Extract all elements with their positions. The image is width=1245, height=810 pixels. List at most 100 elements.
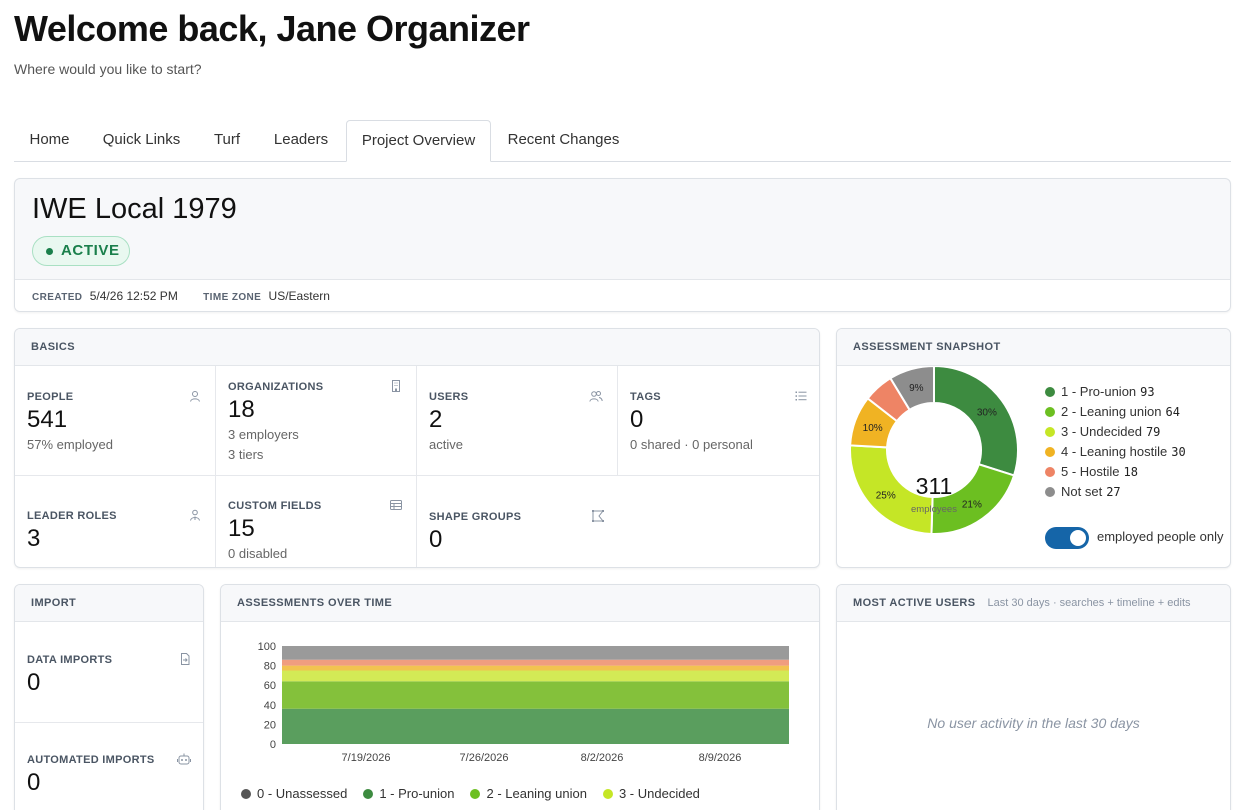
area-chart: 0 20 40 60 80 100 7/19/2026 7/26/2026 8/2/2026 8/… <box>258 641 789 764</box>
project-meta: CREATED 5/4/26 12:52 PM TIME ZONE US/Eas… <box>15 279 1230 311</box>
stat-label: PEOPLE <box>27 391 74 403</box>
timezone-value: US/Eastern <box>268 289 330 303</box>
tab-quick-links[interactable]: Quick Links <box>102 131 181 148</box>
stat-sub: active <box>429 437 463 452</box>
stat-value: 3 <box>27 525 41 552</box>
shape-icon <box>592 510 604 522</box>
stat-label: AUTOMATED IMPORTS <box>27 754 155 766</box>
legend-count: 27 <box>1106 485 1121 499</box>
tab-home[interactable]: Home <box>29 131 70 148</box>
stat-label: CUSTOM FIELDS <box>228 500 322 512</box>
stat-data-imports[interactable]: DATA IMPORTS 0 <box>15 622 203 723</box>
leader-icon <box>190 509 200 521</box>
building-icon <box>392 380 400 392</box>
aot-header: ASSESSMENTS OVER TIME <box>221 585 819 622</box>
chart-legend-item[interactable]: 2 - Leaning union <box>470 786 587 801</box>
stat-sub: 3 employers <box>228 427 299 442</box>
status-dot-icon <box>46 248 53 255</box>
stat-value: 541 <box>27 406 68 433</box>
y-tick-label: 60 <box>264 680 276 692</box>
legend-item[interactable]: 2 - Leaning union 64 <box>1045 404 1180 419</box>
legend-dot-icon <box>241 789 251 799</box>
legend-dot-icon <box>1045 387 1055 397</box>
stat-value: 0 <box>429 526 443 553</box>
legend-count: 30 <box>1171 445 1186 459</box>
legend-item[interactable]: Not set 27 <box>1045 484 1121 499</box>
legend-dot-icon <box>1045 487 1055 497</box>
area-band[interactable] <box>282 681 789 709</box>
status-text: ACTIVE <box>61 242 120 259</box>
legend-label: 1 - Pro-union <box>1061 384 1137 399</box>
stat-organizations[interactable]: ORGANIZATIONS 18 3 employers 3 tiers <box>216 366 417 476</box>
stat-people[interactable]: PEOPLE 541 57% employed <box>15 366 216 476</box>
area-band[interactable] <box>282 665 789 671</box>
stat-users[interactable]: USERS 2 active <box>417 366 618 476</box>
page-subtitle: Where would you like to start? <box>14 61 202 77</box>
toggle-knob <box>1070 530 1086 546</box>
chart-legend-item[interactable]: 1 - Pro-union <box>363 786 454 801</box>
users-icon <box>589 391 603 402</box>
stat-label: TAGS <box>630 391 661 403</box>
employed-only-toggle[interactable] <box>1045 527 1089 549</box>
legend-label: 2 - Leaning union <box>486 786 587 801</box>
tab-recent-changes[interactable]: Recent Changes <box>507 131 620 148</box>
created-value: 5/4/26 12:52 PM <box>89 289 178 303</box>
area-band[interactable] <box>282 670 789 682</box>
stat-custom-fields[interactable]: CUSTOM FIELDS 15 0 disabled <box>216 476 417 567</box>
assessment-snapshot-card: ASSESSMENT SNAPSHOT 30% 21% 25% 10% 9% 311 e… <box>836 328 1231 568</box>
project-name: IWE Local 1979 <box>32 193 237 225</box>
project-card: IWE Local 1979 ACTIVE CREATED 5/4/26 12:… <box>14 178 1231 312</box>
donut-slice[interactable] <box>933 366 1019 477</box>
stat-value: 15 <box>228 515 255 542</box>
chart-legend-item[interactable]: 3 - Undecided <box>602 786 700 801</box>
y-tick-label: 100 <box>258 641 276 653</box>
donut-slice[interactable] <box>889 366 935 412</box>
area-band[interactable] <box>282 646 789 660</box>
area-band[interactable] <box>282 708 789 744</box>
snapshot-header: ASSESSMENT SNAPSHOT <box>837 329 1230 366</box>
legend-item[interactable]: 5 - Hostile 18 <box>1045 464 1138 479</box>
toggle-label: employed people only <box>1097 529 1224 544</box>
legend-item[interactable]: 1 - Pro-union 93 <box>1045 384 1155 399</box>
stat-label: SHAPE GROUPS <box>429 511 522 523</box>
tab-leaders[interactable]: Leaders <box>273 131 329 148</box>
legend-item[interactable]: 4 - Leaning hostile 30 <box>1045 444 1186 459</box>
stat-shape-groups[interactable]: SHAPE GROUPS 0 <box>417 476 618 567</box>
stat-value: 18 <box>228 396 255 423</box>
file-import-icon <box>181 653 190 665</box>
legend-item[interactable]: 3 - Undecided 79 <box>1045 424 1160 439</box>
donut-slice-label: 25% <box>876 490 896 501</box>
donut-total: 311 <box>916 473 953 499</box>
stat-label: ORGANIZATIONS <box>228 381 324 393</box>
x-tick-label: 8/9/2026 <box>699 752 742 764</box>
legend-label: 3 - Undecided <box>618 786 700 801</box>
donut-total-label: employees <box>911 504 957 515</box>
legend-count: 18 <box>1123 465 1138 479</box>
legend-count: 93 <box>1140 385 1155 399</box>
x-tick-label: 7/26/2026 <box>460 752 509 764</box>
stat-leader-roles[interactable]: LEADER ROLES 3 <box>15 476 216 567</box>
stat-label: LEADER ROLES <box>27 510 117 522</box>
legend-label: 1 - Pro-union <box>379 786 455 801</box>
basics-header: BASICS <box>15 329 819 366</box>
mau-header: MOST ACTIVE USERS Last 30 days · searches… <box>837 585 1230 622</box>
area-band[interactable] <box>282 659 789 666</box>
tab-project-overview[interactable]: Project Overview <box>346 120 491 162</box>
stat-sub: 3 tiers <box>228 447 264 462</box>
legend-count: 64 <box>1165 405 1180 419</box>
donut-slice-label: 30% <box>977 407 997 418</box>
tab-turf[interactable]: Turf <box>213 131 241 148</box>
stat-tags[interactable]: TAGS 0 0 shared · 0 personal <box>618 366 819 476</box>
chart-legend-item[interactable]: 0 - Unassessed <box>241 786 347 801</box>
stat-sub: 0 shared · 0 personal <box>630 437 753 452</box>
legend-label: 0 - Unassessed <box>257 786 348 801</box>
chart-legend: 0 - Unassessed 1 - Pro-union 2 - Leaning u… <box>241 786 716 801</box>
mau-title: MOST ACTIVE USERS <box>853 597 976 609</box>
stat-automated-imports[interactable]: AUTOMATED IMPORTS 0 <box>15 723 203 810</box>
legend-dot-icon <box>363 789 374 799</box>
timezone-label: TIME ZONE <box>203 292 262 303</box>
legend-label: 3 - Undecided <box>1061 424 1142 439</box>
legend-dot-icon <box>1045 427 1055 437</box>
legend-label: Not set <box>1061 484 1103 499</box>
stat-value: 0 <box>27 769 41 796</box>
